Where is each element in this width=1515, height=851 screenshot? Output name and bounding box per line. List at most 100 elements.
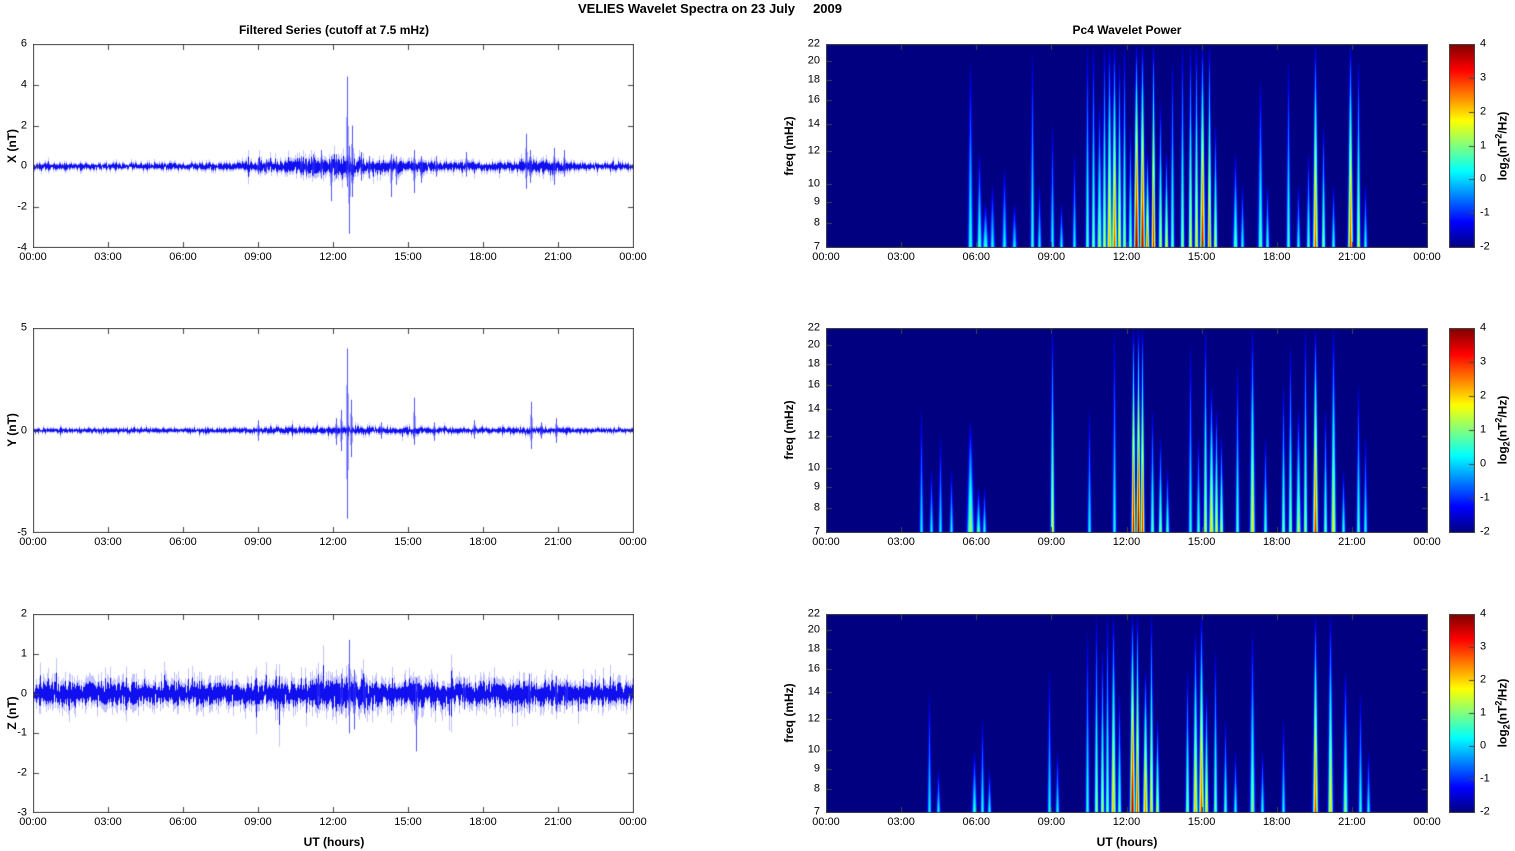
y-tick-label: 4 (20, 78, 27, 91)
colorbar-tick-label: 4 (1480, 37, 1487, 50)
colorbar-label-sub: 2 (1501, 724, 1512, 730)
right-xlabel: UT (hours) (1096, 835, 1158, 849)
x-tick-label: 03:00 (887, 536, 915, 548)
x-tick-label: 00:00 (1413, 816, 1441, 828)
colorbar-tick-label: 2 (1480, 389, 1487, 402)
colorbar-label-sup: 2 (1493, 417, 1504, 423)
freq-tick-label: 12 (807, 429, 820, 442)
x-tick-label: 18:00 (469, 816, 497, 828)
freq-tick-label: 22 (807, 607, 820, 620)
x-tick-label: 00:00 (619, 536, 647, 548)
freq-tick-label: 8 (813, 501, 820, 514)
colorbar-tick-label: -2 (1480, 240, 1490, 253)
freq-tick-label: 9 (813, 480, 820, 493)
x-tick-label: 15:00 (1187, 536, 1216, 548)
colorbar-canvas-top (1449, 44, 1475, 248)
colorbar-label-sub: 2 (1501, 157, 1512, 163)
x-tick-label: 03:00 (887, 816, 915, 828)
x-tick-label: 21:00 (1338, 536, 1366, 548)
colorbar-label-text: log (1495, 162, 1510, 181)
x-tick-label: 18:00 (469, 251, 497, 263)
x-tick-label: 12:00 (1112, 536, 1141, 548)
freq-tick-label: 16 (807, 662, 820, 675)
colorbar-label-bottom: log2(nT2/Hz) (1493, 679, 1512, 748)
colorbar-tick-label: 0 (1480, 172, 1487, 185)
y-series-plot-canvas (33, 328, 634, 533)
freq-tick-label: 20 (807, 623, 820, 636)
colorbar-canvas-middle (1449, 328, 1475, 533)
x-tick-label: 00:00 (19, 251, 47, 263)
colorbar-label-text: (nT (1495, 138, 1510, 158)
y-tick-label: 2 (20, 607, 27, 620)
colorbar-tick-label: 2 (1480, 673, 1487, 686)
x-tick-label: 03:00 (94, 536, 122, 548)
x-tick-label: 15:00 (1187, 251, 1216, 263)
z-wavelet-spectrogram-canvas (826, 614, 1428, 813)
colorbar-tick-label: -1 (1480, 772, 1490, 785)
y-tick-label: 1 (20, 647, 27, 660)
x-tick-label: 00:00 (619, 251, 647, 263)
x-tick-label: 18:00 (469, 536, 497, 548)
freq-tick-label: 10 (807, 461, 820, 474)
freq-tick-label: 14 (807, 402, 820, 415)
colorbar-label-text: log (1495, 729, 1510, 748)
y-tick-label: 0 (20, 687, 27, 700)
colorbar-tick-label: 3 (1480, 355, 1487, 368)
colorbar-label-sub: 2 (1501, 441, 1512, 447)
x-axis-ylabel: X (nT) (5, 129, 19, 163)
x-tick-label: 09:00 (1037, 251, 1066, 263)
y-tick-label: 0 (20, 159, 27, 172)
freq-tick-label: 18 (807, 73, 820, 86)
freq-tick-label: 9 (813, 762, 820, 775)
colorbar-tick-label: -1 (1480, 206, 1490, 219)
x-tick-label: 12:00 (319, 536, 347, 548)
y-tick-label: -2 (17, 766, 27, 779)
y-tick-label: 5 (20, 321, 27, 334)
x-tick-label: 09:00 (244, 251, 272, 263)
colorbar-label-text: /Hz) (1495, 395, 1510, 418)
left-column-title: Filtered Series (cutoff at 7.5 mHz) (238, 23, 430, 37)
x-series-plot-canvas (33, 44, 634, 248)
colorbar-tick-label: -2 (1480, 525, 1490, 538)
x-tick-label: 00:00 (812, 816, 840, 828)
freq-tick-label: 9 (813, 195, 820, 208)
x-tick-label: 21:00 (544, 536, 572, 548)
x-tick-label: 15:00 (394, 251, 422, 263)
colorbar-tick-label: 1 (1480, 706, 1487, 719)
colorbar-tick-label: 0 (1480, 457, 1487, 470)
freq-tick-label: 10 (807, 743, 820, 756)
figure-title: VELIES Wavelet Spectra on 23 July 2009 (578, 1, 842, 16)
freq-tick-label: 12 (807, 144, 820, 157)
colorbar-label-top: log2(nT2/Hz) (1493, 111, 1512, 181)
x-tick-label: 18:00 (1262, 816, 1291, 828)
x-tick-label: 00:00 (812, 536, 840, 548)
right-column-title: Pc4 Wavelet Power (1072, 23, 1182, 37)
y-tick-label: -5 (17, 526, 27, 539)
freq-tick-label: 8 (813, 782, 820, 795)
freq-ylabel-middle: freq (mHz) (782, 400, 796, 460)
x-tick-label: 00:00 (812, 251, 840, 263)
freq-tick-label: 14 (807, 685, 820, 698)
freq-ylabel-bottom: freq (mHz) (782, 683, 796, 743)
z-series-plot-canvas (33, 614, 634, 813)
x-tick-label: 00:00 (1413, 251, 1441, 263)
y-tick-label: -1 (17, 726, 27, 739)
x-tick-label: 12:00 (319, 816, 347, 828)
x-tick-label: 03:00 (887, 251, 915, 263)
colorbar-label-text: (nT (1495, 705, 1510, 725)
freq-tick-label: 12 (807, 712, 820, 725)
x-tick-label: 21:00 (544, 251, 572, 263)
x-wavelet-spectrogram-canvas (826, 44, 1428, 248)
y-tick-label: -3 (17, 806, 27, 819)
freq-tick-label: 20 (807, 338, 820, 351)
x-tick-label: 12:00 (1112, 251, 1141, 263)
y-tick-label: 0 (20, 424, 27, 436)
colorbar-label-text: /Hz) (1495, 111, 1510, 134)
y-tick-label: -2 (17, 200, 27, 213)
freq-tick-label: 18 (807, 642, 820, 655)
colorbar-tick-label: 1 (1480, 423, 1487, 436)
colorbar-tick-label: -1 (1480, 491, 1490, 504)
colorbar-label-sup: 2 (1493, 133, 1504, 139)
x-tick-label: 03:00 (94, 251, 122, 263)
